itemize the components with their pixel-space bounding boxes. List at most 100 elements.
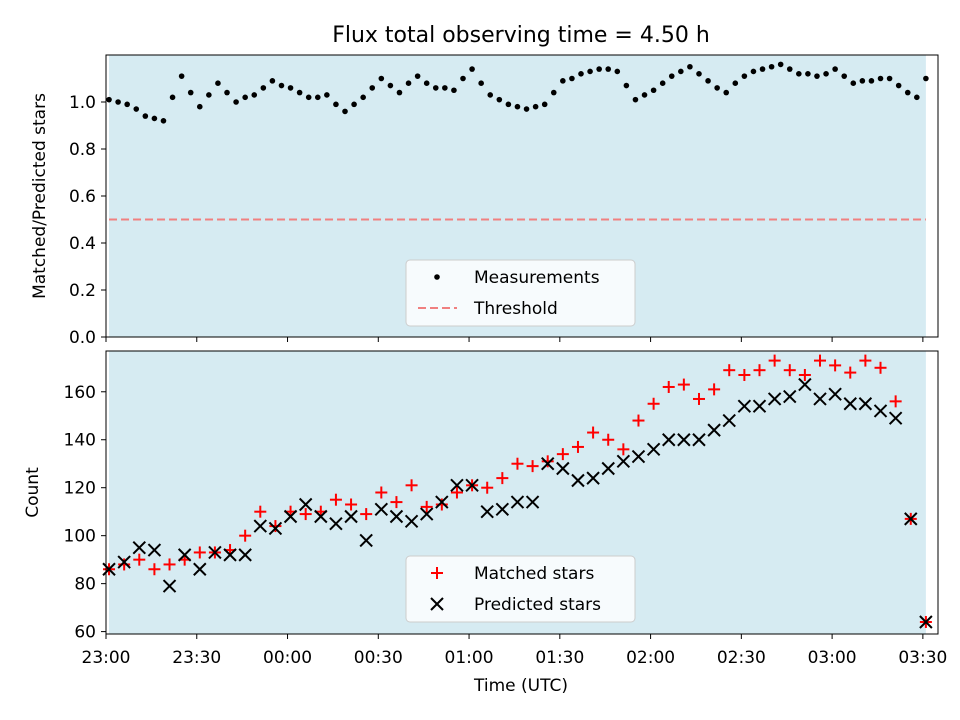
top-y-tick-label: 0.2: [69, 281, 96, 301]
matched-star-point: [798, 368, 811, 381]
chart-title: Flux total observing time = 4.50 h: [332, 23, 710, 48]
measurement-point: [251, 92, 258, 98]
predicted-stars-points: [102, 377, 933, 629]
matched-star-point: [677, 378, 690, 391]
bottom-y-tick-label: 80: [74, 575, 96, 595]
predicted-star-point: [707, 423, 721, 437]
predicted-star-point: [162, 579, 177, 593]
predicted-star-point: [677, 433, 691, 447]
predicted-star-point: [525, 495, 540, 509]
measurement-point: [460, 75, 466, 82]
predicted-star-point: [616, 454, 631, 469]
measurement-point: [696, 71, 702, 77]
measurement-point: [832, 66, 838, 72]
top-y-tick-label: 0.8: [69, 140, 96, 160]
bottom-legend-box: [405, 555, 636, 623]
bottom-x-tick-label: 02:30: [717, 648, 766, 668]
measurement-point: [296, 89, 303, 96]
measurement-point: [178, 73, 185, 79]
predicted-star-point: [404, 514, 419, 528]
measurement-points: [106, 61, 929, 124]
legend-measurements-marker: [434, 274, 440, 280]
measurement-point: [405, 80, 412, 86]
measurement-point: [169, 94, 176, 101]
top-y-tick-label: 0.0: [69, 328, 96, 348]
measurement-point: [714, 85, 720, 91]
matched-star-point: [345, 498, 358, 511]
measurement-point: [206, 92, 212, 98]
measurement-point: [895, 82, 902, 89]
predicted-star-point: [465, 478, 479, 493]
matched-star-point: [768, 354, 781, 367]
matched-star-point: [859, 354, 872, 367]
measurement-point: [796, 71, 802, 77]
matched-star-point: [647, 397, 660, 410]
measurement-point: [414, 73, 421, 79]
matched-star-point: [163, 558, 176, 571]
matched-star-point: [360, 508, 373, 521]
predicted-star-point: [586, 471, 600, 485]
measurement-point: [814, 73, 820, 79]
measurement-point: [560, 78, 566, 84]
matched-star-point: [148, 563, 161, 576]
measurement-point: [187, 89, 194, 96]
measurement-point: [142, 113, 149, 119]
predicted-star-point: [102, 562, 116, 576]
measurement-point: [442, 85, 448, 91]
measurement-point: [541, 101, 548, 108]
bottom-y-tick-label: 120: [64, 479, 96, 499]
predicted-star-point: [556, 461, 570, 476]
predicted-star-point: [601, 461, 615, 476]
measurement-point: [133, 106, 140, 112]
measurement-point: [750, 68, 757, 75]
measurement-point: [106, 96, 112, 103]
predicted-star-point: [767, 392, 782, 406]
measurement-point: [451, 87, 457, 94]
predicted-star-point: [193, 562, 207, 576]
predicted-star-point: [631, 449, 646, 464]
bottom-y-ticks: 60 80 100 120 140 160: [64, 383, 106, 643]
measurement-point: [351, 101, 357, 108]
matched-star-point: [889, 395, 902, 408]
predicted-star-point: [722, 413, 736, 428]
bottom-legend: Matched stars Predicted stars: [405, 555, 636, 623]
measurement-point: [759, 66, 766, 72]
measurement-point: [868, 78, 875, 84]
matched-star-point: [435, 498, 448, 511]
predicted-star-point: [314, 509, 328, 524]
matched-star-point: [783, 364, 796, 377]
measurement-point: [587, 68, 593, 75]
matched-star-point: [405, 479, 418, 492]
matched-star-point: [602, 433, 615, 446]
matched-star-point: [133, 553, 146, 566]
predicted-star-point: [450, 478, 464, 493]
bottom-y-tick-label: 60: [74, 623, 96, 643]
predicted-star-point: [374, 502, 389, 516]
top-legend: Measurements Threshold: [405, 259, 636, 327]
matched-stars-points: [103, 354, 932, 629]
top-x-ticks: [105, 337, 924, 342]
predicted-star-point: [858, 397, 873, 411]
measurement-point: [596, 66, 602, 72]
legend-measurements-label: Measurements: [474, 268, 600, 288]
measurement-point: [432, 85, 439, 91]
matched-star-point: [874, 361, 887, 374]
measurement-point: [859, 78, 866, 84]
measurement-point: [632, 96, 639, 103]
measurement-point: [523, 106, 530, 112]
measurement-point: [841, 73, 848, 79]
predicted-star-point: [510, 495, 525, 509]
matched-star-point: [617, 443, 630, 456]
matched-star-point: [587, 426, 600, 439]
top-axes-frame: [105, 54, 939, 338]
bottom-x-tick-label: 01:00: [445, 648, 494, 668]
measurement-point: [850, 80, 857, 86]
legend-predicted-label: Predicted stars: [474, 595, 601, 615]
predicted-star-point: [662, 433, 676, 447]
measurement-point: [124, 101, 130, 108]
predicted-star-point: [132, 540, 146, 555]
matched-star-point: [571, 440, 584, 453]
predicted-star-point: [329, 516, 343, 531]
predicted-star-point: [646, 442, 661, 457]
bottom-y-tick-label: 160: [64, 383, 96, 403]
